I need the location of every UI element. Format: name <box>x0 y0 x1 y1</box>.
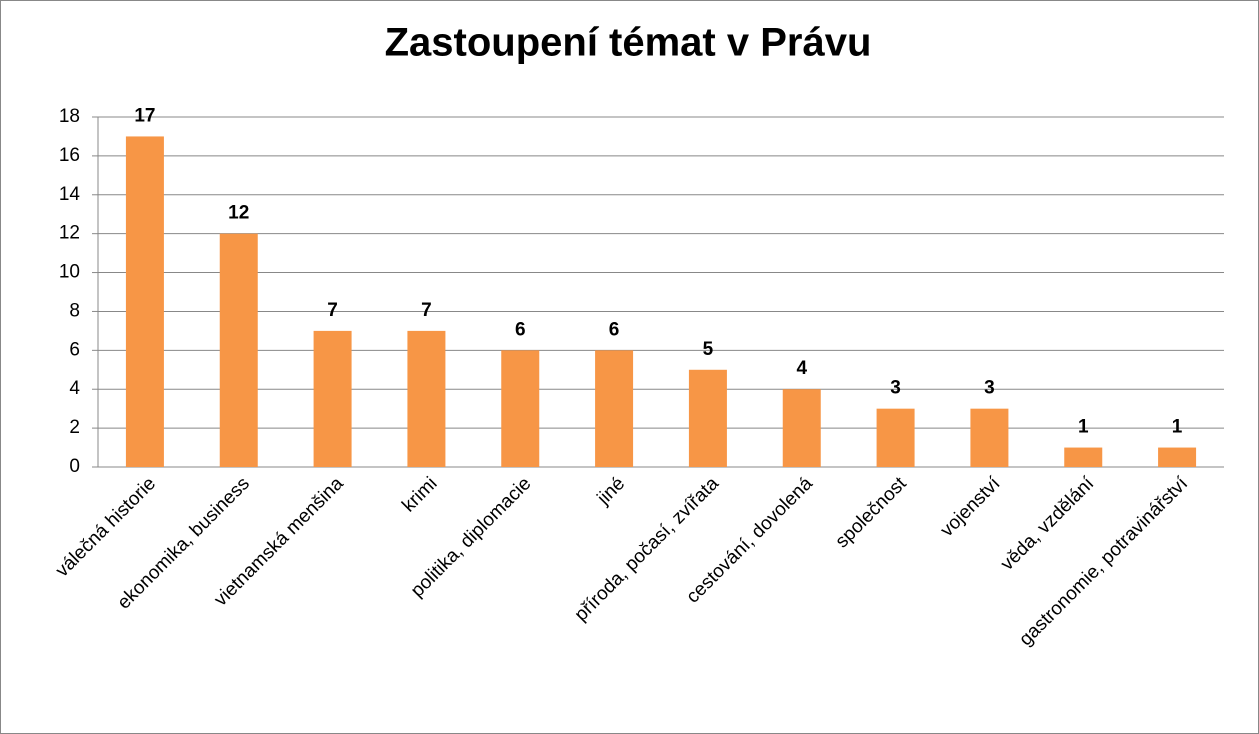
data-label: 17 <box>134 105 155 126</box>
bar <box>876 408 915 467</box>
data-label: 12 <box>228 203 249 224</box>
data-label: 7 <box>421 300 432 321</box>
bar <box>782 389 821 467</box>
data-label: 5 <box>703 339 714 360</box>
data-label: 3 <box>890 378 901 399</box>
bar <box>1064 447 1103 467</box>
y-tick-label: 6 <box>69 339 80 360</box>
data-label: 3 <box>984 378 995 399</box>
data-label: 6 <box>515 319 526 340</box>
y-tick-label: 0 <box>69 456 80 477</box>
bar <box>125 136 164 467</box>
bar <box>501 350 540 467</box>
data-label: 6 <box>609 319 620 340</box>
bar <box>688 369 727 467</box>
data-label: 1 <box>1172 417 1183 438</box>
bar <box>970 408 1009 467</box>
data-label: 4 <box>796 358 807 379</box>
y-tick-label: 4 <box>69 378 80 399</box>
y-tick-label: 18 <box>59 106 80 127</box>
bar <box>595 350 634 467</box>
y-tick-label: 14 <box>59 184 81 205</box>
y-tick-label: 2 <box>69 417 80 438</box>
y-tick-label: 8 <box>69 300 80 321</box>
data-label: 7 <box>327 300 338 321</box>
bar <box>407 330 446 467</box>
data-label: 1 <box>1078 417 1089 438</box>
y-tick-label: 10 <box>59 262 80 283</box>
y-tick-label: 16 <box>59 145 80 166</box>
bar <box>313 330 352 467</box>
bar <box>219 233 258 467</box>
chart-title: Zastoupení témat v Právu <box>385 21 872 65</box>
bar <box>1158 447 1197 467</box>
y-tick-label: 12 <box>59 223 80 244</box>
